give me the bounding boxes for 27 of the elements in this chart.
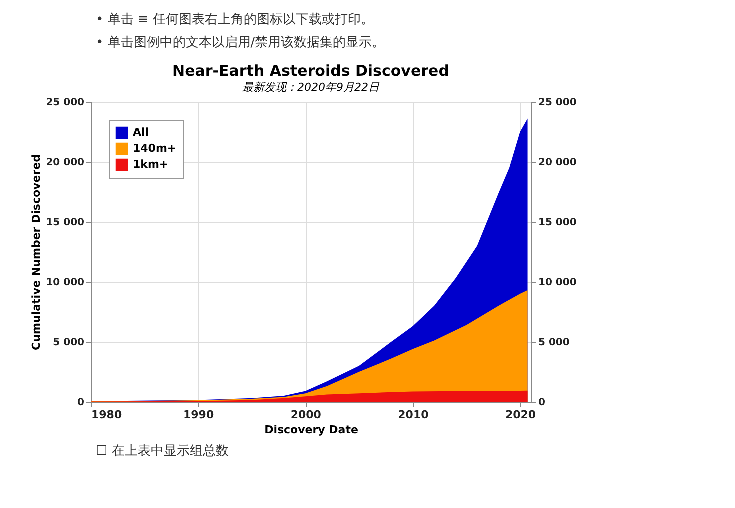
y2-tick-label: 15 000 (538, 218, 577, 228)
y-tick-label: 5 000 (53, 338, 85, 348)
text: • 单击图例中的文本以启用/禁用该数据集的显示。 (96, 34, 386, 50)
chart-title: Near-Earth Asteroids Discovered (172, 62, 450, 80)
legend-label: 140m+ (133, 142, 177, 155)
y-tick-label: 0 (78, 398, 85, 408)
x-axis-title: Discovery Date (264, 424, 358, 436)
text: • 单击 ≡ 任何图表右上角的图标以下载或打印。 (96, 12, 374, 28)
legend-label: All (133, 126, 150, 139)
y-tick-label: 20 000 (46, 158, 85, 168)
chart-subtitle: 最新发现：2020年9月22日 (242, 81, 380, 94)
y-axis-title: Cumulative Number Discovered (30, 154, 44, 350)
y-tick-label: 25 000 (46, 98, 85, 108)
y2-tick-label: 25 000 (538, 98, 577, 108)
y2-tick-label: 10 000 (538, 278, 577, 288)
y2-tick-label: 0 (538, 398, 546, 408)
legend-label: 1km+ (133, 158, 169, 171)
text: ☐ 在上表中显示组总数 (96, 444, 229, 459)
x-tick-label: 1990 (184, 408, 214, 422)
x-tick-label: 2000 (290, 408, 322, 422)
y-tick-label: 15 000 (46, 218, 85, 228)
x-tick-label: 2010 (398, 408, 430, 422)
x-tick-label: 2020 (505, 408, 536, 422)
y2-tick-label: 20 000 (538, 158, 577, 168)
x-tick-label: 1980 (92, 408, 122, 422)
y-tick-label: 10 000 (46, 278, 85, 288)
y2-tick-label: 5 000 (538, 338, 570, 348)
